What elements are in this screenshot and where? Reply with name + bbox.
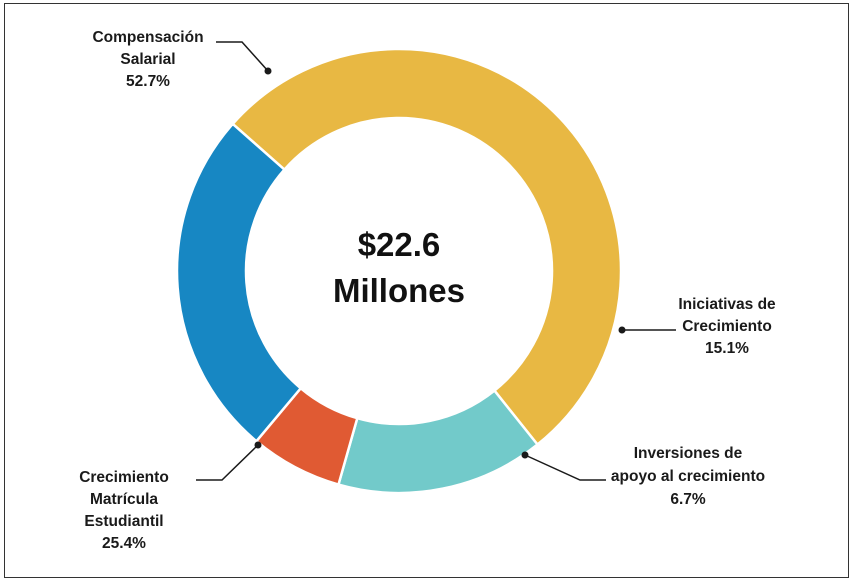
leader-lines [196,41,676,481]
leader-dot-compensacion-salarial [264,67,272,75]
value-label-compensacion-salarial: 52.7% [126,73,170,90]
donut-slices [175,47,623,495]
slice-label-iniciativas-de-crecimiento: Iniciativas de [678,296,776,313]
leader-dot-inversiones-de-apoyo-al-crecimiento [521,451,529,459]
leader-dot-iniciativas-de-crecimiento [618,326,626,334]
value-label-inversiones-de-apoyo-al-crecimiento: 6.7% [670,491,706,508]
slice-label-crecimiento-matricula-estudiantil: Estudiantil [84,513,163,530]
value-label-crecimiento-matricula-estudiantil: 25.4% [102,535,146,552]
slice-label-compensacion-salarial: Compensación [92,29,203,46]
slice-iniciativas-de-crecimiento [336,388,540,495]
slice-label-crecimiento-matricula-estudiantil: Matrícula [90,491,158,508]
slice-label-inversiones-de-apoyo-al-crecimiento: Inversiones de [634,445,743,462]
chart-frame [4,3,849,578]
center-label-unit: Millones [333,272,465,309]
slice-crecimiento-matricula-estudiantil [175,122,303,443]
slice-label-crecimiento-matricula-estudiantil: Crecimiento [79,469,169,486]
leader-line-compensacion-salarial [216,41,269,72]
leader-dot-crecimiento-matricula-estudiantil [254,441,262,449]
leader-line-inversiones-de-apoyo-al-crecimiento [524,454,606,481]
value-label-iniciativas-de-crecimiento: 15.1% [705,340,749,357]
slice-compensacion-salarial [230,47,623,447]
slice-label-compensacion-salarial: Salarial [120,51,175,68]
slice-labels: Compensación Salarial 52.7% Iniciativas de C… [79,29,776,552]
center-label-amount: $22.6 [358,226,441,263]
slice-label-inversiones-de-apoyo-al-crecimiento: apoyo al crecimiento [611,468,765,485]
leader-line-crecimiento-matricula-estudiantil [196,444,259,481]
slice-label-iniciativas-de-crecimiento: Crecimiento [682,318,772,335]
